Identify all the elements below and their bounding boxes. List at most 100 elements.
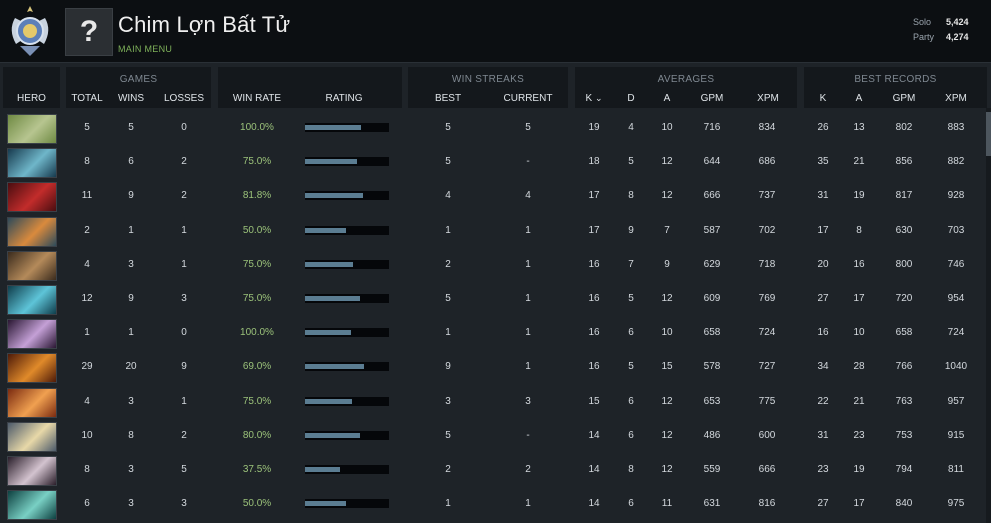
col-wins[interactable]: WINS: [117, 93, 145, 104]
cell-avg-assists: 15: [661, 361, 673, 373]
hero-portrait[interactable]: [7, 285, 57, 315]
cell-avg-deaths: 6: [628, 395, 634, 407]
cell-avg-deaths: 5: [628, 156, 634, 168]
cell-best-kills: 22: [817, 395, 829, 407]
rating-bar-fill: [305, 467, 340, 472]
col-avg-kills[interactable]: K ⌄: [584, 93, 604, 104]
cell-avg-assists: 7: [664, 224, 670, 236]
cell-avg-kills: 16: [588, 327, 600, 339]
cell-total: 4: [84, 258, 90, 270]
col-best-gpm[interactable]: GPM: [892, 93, 916, 104]
cell-best-kills: 31: [817, 190, 829, 202]
cell-avg-gpm: 486: [703, 429, 721, 441]
table-row[interactable]: 4 3 1 75.0% 3 3 15 6 12 653 775 22 21 763 957: [0, 385, 984, 419]
cell-avg-assists: 12: [661, 293, 673, 304]
col-avg-deaths[interactable]: D: [627, 93, 635, 104]
col-rating[interactable]: RATING: [325, 93, 363, 104]
hero-portrait[interactable]: [7, 353, 57, 384]
cell-best-gpm: 766: [895, 361, 913, 373]
cell-avg-kills: 14: [588, 464, 600, 475]
cell-avg-xpm: 816: [758, 498, 776, 510]
player-avatar[interactable]: ?: [65, 8, 113, 56]
col-current-streak[interactable]: CURRENT: [503, 93, 553, 104]
table-row[interactable]: 2 1 1 50.0% 1 1 17 9 7 587 702 17 8 630 703: [0, 214, 984, 248]
rank-medal-icon: [11, 6, 49, 56]
col-avg-gpm[interactable]: GPM: [700, 93, 724, 104]
cell-avg-xpm: 702: [758, 224, 776, 236]
table-row[interactable]: 1 1 0 100.0% 1 1 16 6 10 658 724 16 10 658 724: [0, 316, 984, 350]
cell-win-rate: 100.0%: [240, 122, 274, 133]
col-avg-assists[interactable]: A: [663, 93, 671, 104]
table-row[interactable]: 8 6 2 75.0% 5 - 18 5 12 644 686 35 21 856 882: [0, 145, 984, 179]
rating-bar: [305, 499, 389, 509]
hero-portrait[interactable]: [7, 387, 57, 418]
win-streaks-group-header: [408, 67, 568, 108]
rating-bar: [305, 396, 389, 406]
hero-portrait[interactable]: [7, 114, 57, 144]
cell-best-streak: 1: [445, 498, 451, 510]
cell-best-xpm: 1040: [944, 361, 968, 373]
cell-avg-deaths: 6: [628, 327, 634, 339]
hero-portrait[interactable]: [7, 490, 57, 521]
rating-bar-fill: [305, 193, 363, 199]
hero-portrait[interactable]: [7, 216, 57, 247]
cell-best-gpm: 840: [895, 498, 913, 510]
cell-avg-gpm: 666: [703, 190, 721, 202]
rating-bar-fill: [305, 432, 360, 438]
party-mmr-label: Party: [913, 32, 935, 42]
profile-header: ? Chim Lợn Bất Tử MAIN MENU Solo 5,424 P…: [0, 0, 991, 63]
table-scrollbar[interactable]: [986, 108, 991, 523]
cell-best-streak: 5: [445, 293, 451, 304]
hero-portrait[interactable]: [7, 421, 57, 452]
cell-best-streak: 9: [445, 361, 451, 373]
table-row[interactable]: 10 8 2 80.0% 5 - 14 6 12 486 600 31 23 753 915: [0, 419, 984, 453]
col-win-rate[interactable]: WIN RATE: [232, 93, 282, 104]
hero-portrait[interactable]: [7, 319, 57, 350]
cell-best-streak: 2: [445, 258, 451, 270]
col-best-xpm[interactable]: XPM: [945, 93, 967, 104]
col-best-assists[interactable]: A: [855, 93, 863, 104]
cell-win-rate: 80.0%: [242, 429, 272, 441]
cell-best-gpm: 658: [895, 327, 913, 339]
rating-bar: [305, 328, 389, 338]
table-row[interactable]: 12 9 3 75.0% 5 1 16 5 12 609 769 27 17 720 954: [0, 282, 984, 316]
table-row[interactable]: 11 9 2 81.8% 4 4 17 8 12 666 737 31 19 817 928: [0, 179, 984, 213]
col-hero[interactable]: HERO: [17, 93, 46, 104]
cell-avg-kills: 16: [588, 258, 600, 270]
table-row[interactable]: 8 3 5 37.5% 2 2 14 8 12 559 666 23 19 794 811: [0, 453, 984, 487]
col-avg-xpm[interactable]: XPM: [757, 93, 779, 104]
cell-avg-xpm: 834: [758, 122, 776, 133]
cell-best-streak: 5: [445, 122, 451, 133]
cell-avg-assists: 11: [661, 498, 673, 510]
col-total[interactable]: TOTAL: [71, 93, 103, 104]
cell-win-rate: 75.0%: [242, 156, 272, 168]
table-row[interactable]: 5 5 0 100.0% 5 5 19 4 10 716 834 26 13 802 883: [0, 111, 984, 145]
averages-group-title: AVERAGES: [657, 74, 715, 85]
cell-wins: 6: [128, 156, 134, 168]
col-best-kills[interactable]: K: [819, 93, 827, 104]
cell-wins: 3: [128, 498, 134, 510]
best-records-group-header: [804, 67, 987, 108]
table-row[interactable]: 29 20 9 69.0% 9 1 16 5 15 578 727 34 28 766 1040: [0, 350, 984, 384]
cell-best-kills: 20: [817, 258, 829, 270]
col-best-streak[interactable]: BEST: [434, 93, 462, 104]
cell-avg-gpm: 559: [703, 464, 721, 475]
hero-portrait[interactable]: [7, 456, 57, 486]
hero-portrait[interactable]: [7, 182, 57, 213]
col-losses[interactable]: LOSSES: [163, 93, 205, 104]
hero-portrait[interactable]: [7, 250, 57, 281]
cell-best-gpm: 630: [895, 224, 913, 236]
scrollbar-thumb[interactable]: [986, 112, 991, 156]
table-row[interactable]: 6 3 3 50.0% 1 1 14 6 11 631 816 27 17 840 975: [0, 487, 984, 521]
cell-best-gpm: 763: [895, 395, 913, 407]
games-group-title: GAMES: [119, 74, 158, 85]
cell-losses: 1: [181, 395, 187, 407]
hero-portrait[interactable]: [7, 148, 57, 179]
table-row[interactable]: 4 3 1 75.0% 2 1 16 7 9 629 718 20 16 800 746: [0, 248, 984, 282]
main-menu-link[interactable]: MAIN MENU: [118, 44, 173, 54]
cell-best-gpm: 794: [895, 464, 913, 475]
cell-avg-kills: 14: [588, 429, 600, 441]
cell-win-rate: 37.5%: [242, 464, 272, 475]
cell-total: 11: [81, 190, 93, 202]
cell-best-xpm: 811: [948, 464, 964, 475]
